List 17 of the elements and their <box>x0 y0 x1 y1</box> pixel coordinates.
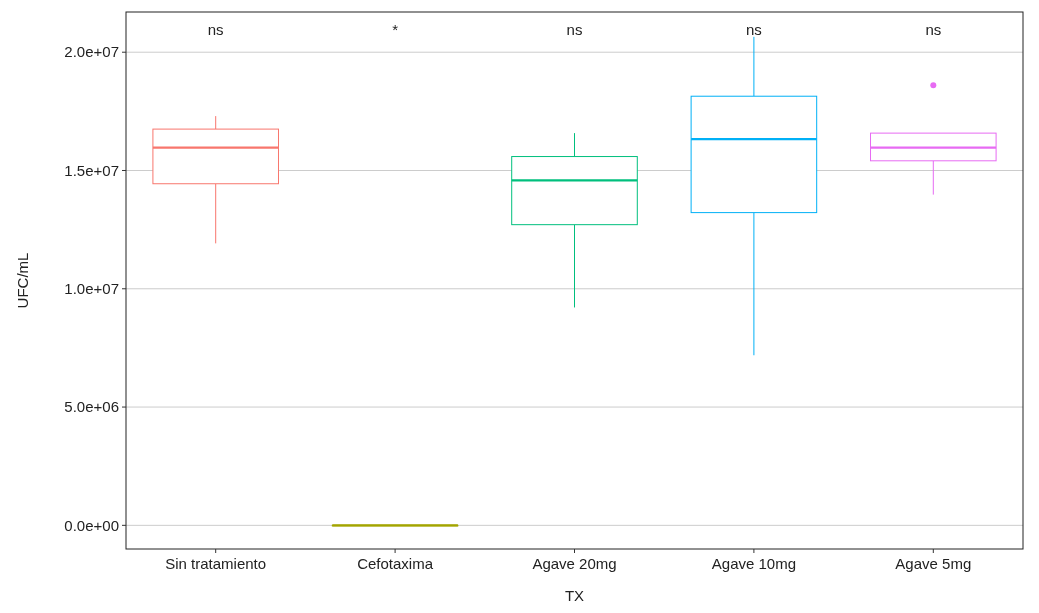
annotation: ns <box>566 21 583 39</box>
annotation: ns <box>745 21 762 39</box>
y-tick-label: 2.0e+07 <box>64 43 119 61</box>
x-tick-label: Agave 20mg <box>532 555 617 572</box>
y-axis-title: UFC/mL <box>14 252 31 309</box>
annotation: * <box>392 21 399 39</box>
x-tick-label: Sin tratamiento <box>165 555 267 572</box>
y-tick-label: 1.5e+07 <box>64 161 119 179</box>
x-axis-title: TX <box>564 587 585 604</box>
x-tick-label: Agave 10mg <box>711 555 797 572</box>
x-tick-label: Agave 5mg <box>895 555 972 572</box>
y-tick-label: 0.0e+00 <box>64 516 119 534</box>
annotation: ns <box>925 21 942 39</box>
x-tick-label: Cefotaxima <box>357 555 434 572</box>
annotation: ns <box>207 21 224 39</box>
y-tick-label: 5.0e+06 <box>64 398 119 416</box>
y-tick-label: 1.0e+07 <box>64 280 119 298</box>
